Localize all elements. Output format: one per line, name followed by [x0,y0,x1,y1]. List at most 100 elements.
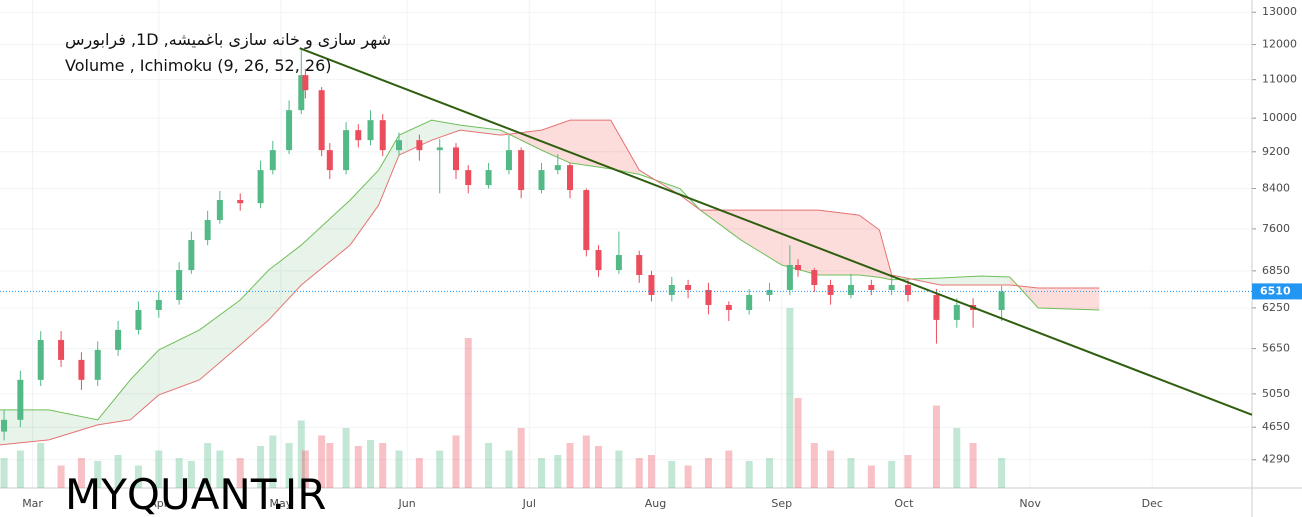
x-tick-label: Apr [149,497,169,510]
candle-body [685,285,692,290]
candle-body [94,349,101,380]
volume-bar [354,446,362,488]
candle-body [135,309,142,330]
x-tick-label: Oct [894,497,914,510]
cloud-fill [570,120,611,169]
candle-body [216,200,223,221]
cloud-fill [431,120,461,141]
candle-body [298,75,305,111]
cloud-fill [859,215,880,278]
volume-bar [269,435,277,488]
y-tick-label: 4290 [1262,453,1290,466]
volume-bar [647,455,655,488]
candle-body [518,150,525,191]
cloud-fill [981,276,1010,286]
volume-bar [326,443,334,488]
candle-body [302,75,309,91]
candle-body [115,329,122,350]
volume-bar [395,450,403,488]
volume-bar [786,308,794,488]
volume-bar [155,450,163,488]
volume-bar [114,455,122,488]
candle-body [436,147,443,151]
volume-bar [932,405,940,488]
cloud-fill [240,270,269,346]
cloud-fill [97,379,131,425]
volume-bar [766,458,774,488]
cloud-fill [301,200,351,286]
candle-body [78,359,85,380]
candle-body [668,285,675,295]
candle-body [416,140,423,151]
volume-bar [595,446,603,488]
volume-bar [668,461,676,488]
candle-body [595,250,602,271]
volume-bar [810,443,818,488]
candle-body [648,274,655,295]
volume-bar [257,446,265,488]
candle-body [343,130,350,171]
last-price-label: 6510 [1260,284,1291,297]
volume-bar [725,450,733,488]
candle-body [286,110,293,151]
candle-body [58,339,65,360]
candle-body [326,150,333,171]
candle-body [188,240,195,271]
volume-bar [704,458,712,488]
cloud-span-a [0,119,1100,421]
y-tick-label: 5650 [1262,342,1290,355]
cloud-fill [940,276,982,286]
candle-body [998,291,1005,310]
candle-body [868,285,875,290]
cloud-fill [781,210,819,275]
volume-bar [204,443,212,488]
y-tick-label: 8400 [1262,182,1290,195]
cloud-fill [399,120,432,156]
y-tick-label: 9200 [1262,145,1290,158]
candle-body [257,170,264,204]
y-tick-label: 7600 [1262,222,1290,235]
candle-body [538,170,545,191]
cloud-fill [741,210,782,266]
volume-bar [57,465,65,488]
candle-body [583,190,590,251]
candle-body [746,294,753,310]
volume-bar [16,450,24,488]
volume-bar [847,458,855,488]
candle-body [269,150,276,171]
volume-bar [969,443,977,488]
candle-body [933,294,940,320]
candle-body [155,299,162,310]
last-price-box [1252,283,1302,300]
cloud-span-b [0,119,1100,446]
candle-body [636,255,643,275]
candle-body [355,130,362,141]
candle-body [318,90,325,151]
candle-body [705,289,712,305]
candle-body [888,285,895,290]
volume-bar [566,443,574,488]
candle-body [766,289,773,295]
candle-body [786,265,793,290]
candle-body [615,255,622,271]
volume-bar [318,435,326,488]
x-tick-label: Jul [522,497,536,510]
candle-body [904,285,911,295]
volume-bar [485,443,493,488]
volume-bar [505,450,513,488]
candle-body [379,120,386,151]
watermark: MYQUANT.IR [65,470,327,517]
chart-title: شهر سازی و خانه سازی باغمیشه, 1D, فرابور… [65,30,391,49]
candle-body [485,170,492,186]
x-tick-label: May [270,497,293,510]
volume-bar [452,435,460,488]
cloud-fill [541,120,571,163]
cloud-fill [610,120,640,175]
cloud-fill [378,135,400,206]
x-tick-label: Dec [1142,497,1163,510]
cloud-fill [350,170,379,246]
y-tick-label: 5050 [1262,387,1290,400]
trendline [299,47,1253,416]
candle-body [847,285,854,295]
